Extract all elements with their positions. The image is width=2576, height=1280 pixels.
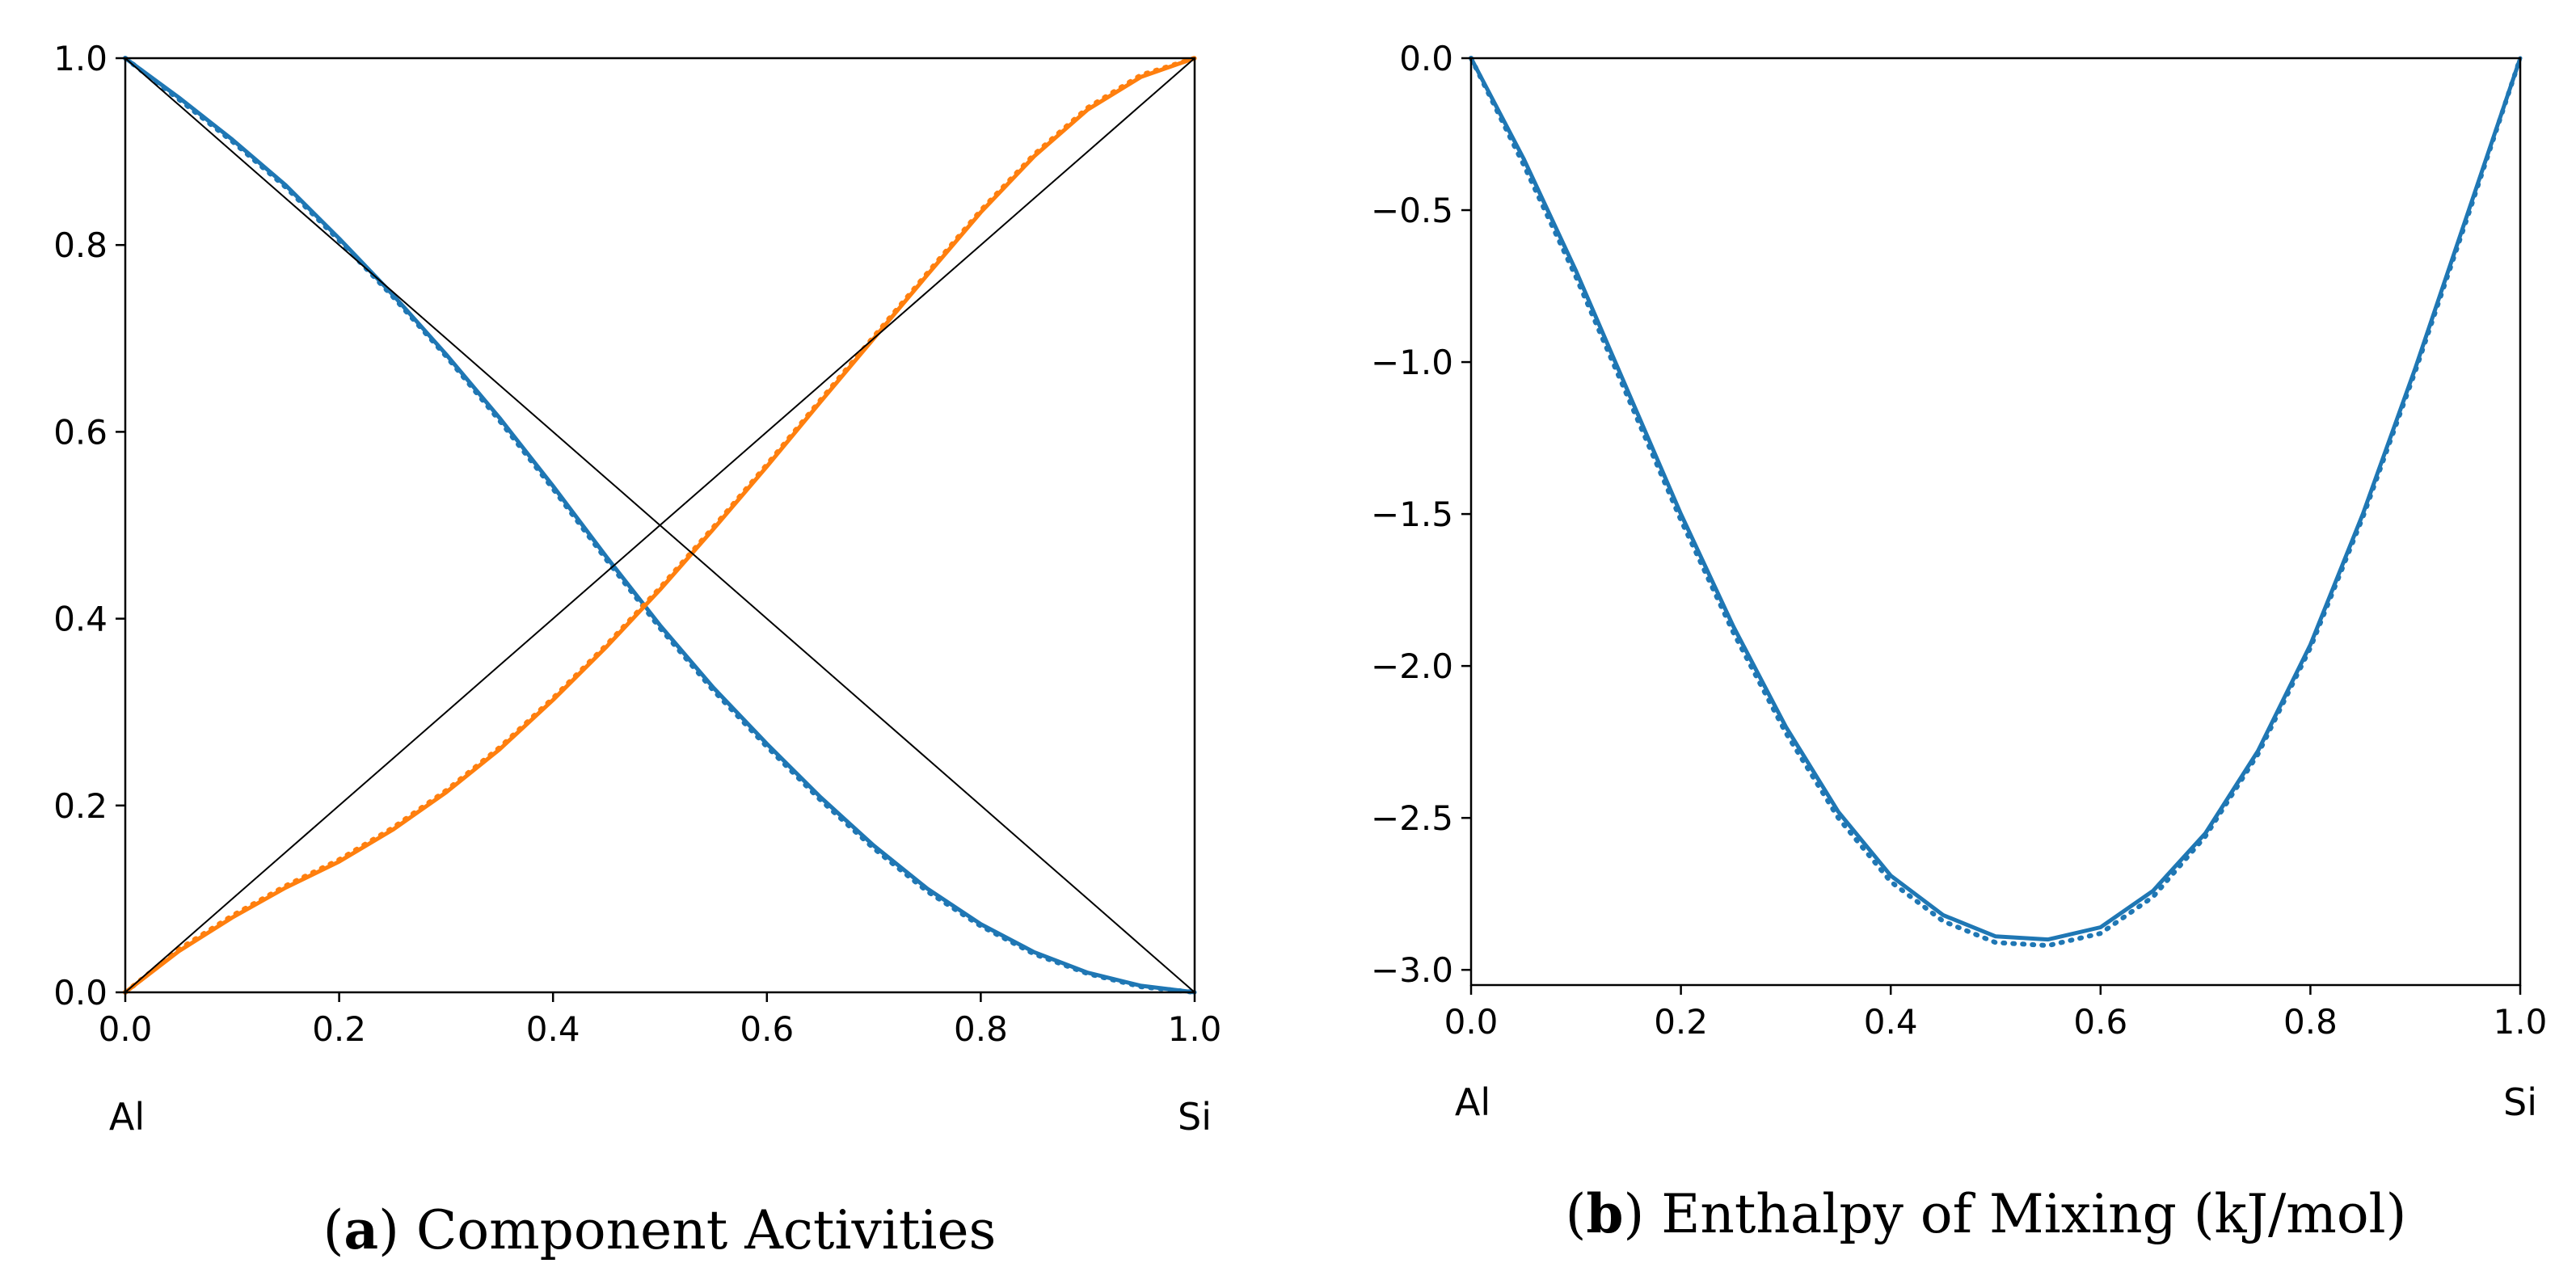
y-tick-label: 0.2 xyxy=(53,786,108,826)
y-tick-label: −2.0 xyxy=(1371,646,1453,686)
x-tick-label: 1.0 xyxy=(1168,1009,1222,1049)
panel-b-series-enthalpy-of-mixing-dotted xyxy=(1469,56,2523,949)
x-tick-label: 0.6 xyxy=(2073,1002,2127,1042)
y-tick-label: −3.0 xyxy=(1371,950,1453,990)
panel-b-x-ticks: 0.0 0.2 0.4 0.6 0.8 1.0 xyxy=(1444,985,2548,1042)
panel-a-series-ideal-si-raoult xyxy=(124,57,1195,993)
y-tick-label: 0.4 xyxy=(53,600,108,639)
panel-a-x-ticks: 0.0 0.2 0.4 0.6 0.8 1.0 xyxy=(99,992,1222,1049)
x-tick-label: 0.4 xyxy=(526,1009,580,1049)
panel-a-caption-text: Component Activities xyxy=(416,1199,997,1261)
panel-b-series-layer xyxy=(1469,56,2523,949)
panel-a-y-ticks: 0.0 0.2 0.4 0.6 0.8 1.0 xyxy=(53,39,125,1013)
x-tick-label: 0.2 xyxy=(312,1009,366,1049)
y-tick-label: 0.6 xyxy=(53,412,108,452)
panel-a-series-al-activity-dotted xyxy=(123,56,1197,995)
panel-a-left-end-label: Al xyxy=(109,1095,145,1139)
x-tick-label: 0.8 xyxy=(2283,1002,2338,1042)
x-tick-label: 0.4 xyxy=(1864,1002,1918,1042)
x-tick-label: 0.0 xyxy=(99,1009,153,1049)
y-tick-label: 1.0 xyxy=(53,39,108,78)
panel-a-caption: (a) Component Activities xyxy=(323,1198,997,1261)
panel-b-right-end-label: Si xyxy=(2503,1080,2537,1124)
y-tick-label: 0.0 xyxy=(1399,39,1453,78)
y-tick-label: 0.0 xyxy=(53,973,108,1013)
panel-b-caption: (b) Enthalpy of Mixing (kJ/mol) xyxy=(1566,1182,2407,1245)
panel-b-series-enthalpy-of-mixing xyxy=(1469,56,2523,942)
panel-a-letter: a xyxy=(344,1198,378,1261)
panel-a-plot-frame xyxy=(124,57,1196,994)
y-tick-label: −1.5 xyxy=(1371,495,1453,534)
panel-b-plot-frame xyxy=(1469,57,2522,987)
panel-b-y-ticks: 0.0 −0.5 −1.0 −1.5 −2.0 −2.5 −3.0 xyxy=(1371,39,1471,990)
panel-b-caption-text: Enthalpy of Mixing (kJ/mol) xyxy=(1661,1183,2406,1245)
y-tick-label: −1.0 xyxy=(1371,343,1453,382)
x-tick-label: 0.0 xyxy=(1444,1002,1499,1042)
y-tick-label: 0.8 xyxy=(53,225,108,265)
panel-a-series-layer xyxy=(123,56,1197,995)
x-tick-label: 1.0 xyxy=(2494,1002,2548,1042)
panel-b-letter: b xyxy=(1586,1182,1623,1245)
x-tick-label: 0.8 xyxy=(954,1009,1008,1049)
x-tick-label: 0.6 xyxy=(740,1009,794,1049)
y-tick-label: −0.5 xyxy=(1371,191,1453,230)
panel-a-component-activities: 0.0 0.2 0.4 0.6 0.8 1.0 0.0 0.2 0.4 0.6 0.8 1.0 Al… xyxy=(53,39,1221,1261)
panel-b-enthalpy-of-mixing: 0.0 0.2 0.4 0.6 0.8 1.0 0.0 −0.5 −1.0 −1.5 −2.0 −2… xyxy=(1371,39,2547,1245)
panel-a-series-si-activity-dotted xyxy=(123,56,1197,995)
x-tick-label: 0.2 xyxy=(1654,1002,1708,1042)
panel-a-right-end-label: Si xyxy=(1178,1095,1212,1139)
y-tick-label: −2.5 xyxy=(1371,798,1453,838)
panel-b-left-end-label: Al xyxy=(1455,1080,1490,1124)
